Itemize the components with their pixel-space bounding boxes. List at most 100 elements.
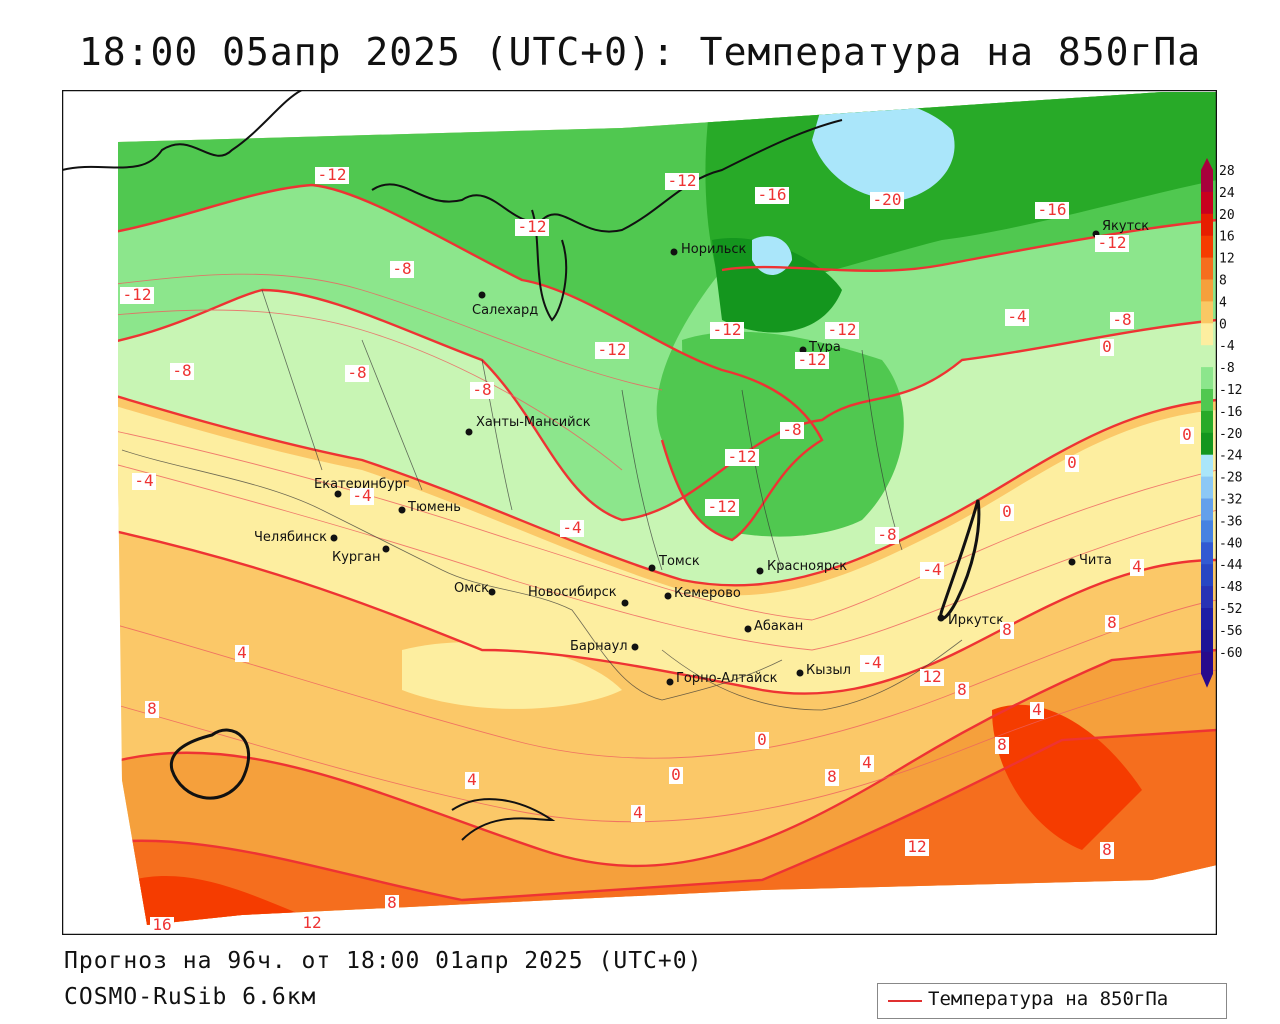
city-tyumen: Тюмень [398,500,461,515]
svg-text:-8: -8 [877,525,896,544]
svg-text:-12: -12 [668,171,697,190]
isotherm-label: 0 [1100,337,1114,356]
svg-text:8: 8 [1107,613,1117,632]
svg-text:8: 8 [957,680,967,699]
isotherm-label: 16 [150,915,174,934]
isotherm-label: -4 [920,560,944,579]
scale-label: 24 [1219,186,1235,201]
isotherm-label: 8 [145,699,159,718]
svg-text:Чита: Чита [1079,553,1112,568]
svg-text:4: 4 [467,770,477,789]
city-omsk: Омск [454,581,496,596]
isotherm-label: 4 [860,753,874,772]
scale-swatch [1201,170,1213,193]
isotherm-label: 12 [300,913,324,932]
temperature-color-scale: 28 24 20 16 12 8 4 0 -4 -8 -12 -16 -20 -24 -28 -32 -36 -4… [1201,158,1243,688]
isotherm-label: -12 [315,165,349,184]
scale-label: -4 [1219,339,1235,354]
isotherm-label: -12 [1095,233,1129,252]
svg-text:-12: -12 [708,497,737,516]
isotherm-label: 4 [235,643,249,662]
scale-label: -32 [1219,493,1242,508]
city-gorno-altaysk: Горно-Алтайск [666,671,778,686]
scale-swatch [1201,542,1213,565]
isotherm-label: -16 [755,185,789,204]
svg-text:-4: -4 [352,486,371,505]
isotherm-label: -8 [780,420,804,439]
isotherm-label: 4 [631,803,645,822]
isotherm-label: -12 [120,285,154,304]
isotherm-label: 8 [955,680,969,699]
scale-swatch [1201,586,1213,609]
svg-text:-8: -8 [392,259,411,278]
svg-text:0: 0 [1102,337,1112,356]
isotherm-label: -4 [1005,307,1029,326]
scale-arrow-down [1201,673,1213,688]
isotherm-label: -12 [710,320,744,339]
svg-text:-8: -8 [347,363,366,382]
isotherm-label: 12 [905,837,929,856]
legend-line-swatch [888,1000,922,1002]
svg-text:-12: -12 [318,165,347,184]
svg-text:8: 8 [827,767,837,786]
scale-swatch [1201,345,1213,368]
scale-swatch [1201,608,1213,631]
temperature-map: Норильск Якутск Салехард Тура Ханты-Манс… [62,90,1217,935]
forecast-info: Прогноз на 96ч. от 18:00 01апр 2025 (UTC… [64,948,703,974]
isotherm-label: -12 [665,171,699,190]
svg-text:8: 8 [997,735,1007,754]
svg-text:-12: -12 [123,285,152,304]
isotherm-label: 4 [1130,557,1144,576]
city-chita: Чита [1068,553,1112,568]
svg-text:0: 0 [757,730,767,749]
scale-label: 8 [1219,274,1227,289]
isotherm-label: 8 [825,767,839,786]
city-chelyabinsk: Челябинск [254,530,338,545]
scale-swatch [1201,235,1213,259]
scale-swatch [1201,301,1213,324]
svg-text:4: 4 [1132,557,1142,576]
isotherm-label: 0 [1000,502,1014,521]
city-tomsk: Томск [648,554,700,572]
scale-swatch [1201,498,1213,521]
isotherm-label: -12 [595,340,629,359]
scale-swatch [1201,389,1213,412]
svg-text:-4: -4 [862,653,881,672]
scale-swatch [1201,651,1213,675]
svg-text:0: 0 [1067,453,1077,472]
scale-swatch [1201,213,1213,237]
scale-label: 12 [1219,252,1235,267]
isotherm-label: 0 [1065,453,1079,472]
svg-text:8: 8 [387,893,397,912]
city-abakan: Абакан [744,619,803,634]
svg-text:0: 0 [671,765,681,784]
svg-text:8: 8 [1102,840,1112,859]
svg-text:Салехард: Салехард [472,303,538,318]
svg-text:Барнаул: Барнаул [570,639,628,654]
svg-text:-12: -12 [598,340,627,359]
svg-text:0: 0 [1182,425,1192,444]
scale-label: -60 [1219,646,1242,661]
scale-swatch [1201,191,1213,215]
svg-text:Екатеринбург: Екатеринбург [314,477,410,492]
svg-text:Норильск: Норильск [681,242,747,257]
city-novosibirsk: Новосибирск [528,585,629,607]
scale-label: -52 [1219,602,1242,617]
svg-text:Тура: Тура [808,340,841,355]
city-kemerovo: Кемерово [664,586,741,601]
isotherm-label: 8 [995,735,1009,754]
svg-text:-4: -4 [1007,307,1026,326]
isotherm-label: 8 [1100,840,1114,859]
svg-text:-8: -8 [782,420,801,439]
svg-text:16: 16 [152,915,171,934]
city-ekaterinburg: Екатеринбург [314,477,410,498]
scale-label: -24 [1219,449,1243,464]
scale-label: 20 [1219,208,1235,223]
isotherm-label: -16 [1035,200,1069,219]
city-kurgan: Курган [332,545,390,565]
svg-text:Горно-Алтайск: Горно-Алтайск [676,671,778,686]
scale-label: -40 [1219,536,1242,551]
scale-label: 16 [1219,230,1235,245]
isotherm-label: 0 [1180,425,1194,444]
isotherm-label: 8 [1105,613,1119,632]
